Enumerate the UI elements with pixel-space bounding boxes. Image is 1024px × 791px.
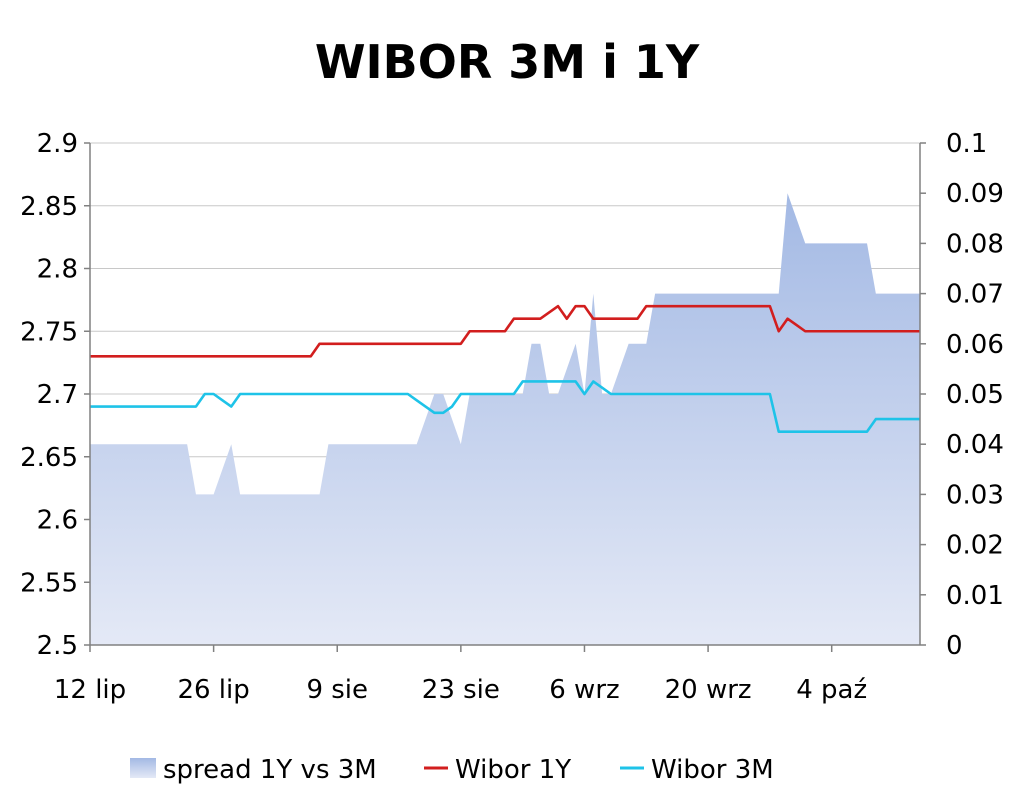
- left-tick-label: 2.55: [20, 568, 78, 598]
- right-tick-label: 0.08: [946, 229, 1004, 259]
- right-tick-label: 0.04: [946, 430, 1004, 460]
- x-tick-label: 23 sie: [422, 675, 500, 705]
- spread-area: [90, 193, 920, 645]
- right-tick-label: 0.05: [946, 380, 1004, 410]
- left-tick-label: 2.85: [20, 192, 78, 222]
- series-lines-layer: [90, 304, 920, 433]
- left-tick-label: 2.7: [37, 380, 78, 410]
- legend: spread 1Y vs 3M Wibor 1Y Wibor 3M: [130, 755, 774, 785]
- x-tick-label: 20 wrz: [665, 675, 752, 705]
- right-tick-label: 0.02: [946, 531, 1004, 561]
- x-tick-label: 4 paź: [796, 675, 867, 705]
- wibor-1y-line: [90, 304, 920, 358]
- chart-title: WIBOR 3M i 1Y: [315, 35, 700, 89]
- x-axis-ticks: 12 lip 26 lip 9 sie 23 sie 6 wrz 20 wrz 4 paź: [54, 645, 867, 705]
- right-tick-label: 0.01: [946, 581, 1004, 611]
- left-tick-label: 2.9: [37, 129, 78, 159]
- spread-area-layer: [90, 193, 920, 645]
- legend-label-spread: spread 1Y vs 3M: [163, 755, 377, 785]
- legend-label-wibor-3m: Wibor 3M: [651, 755, 774, 785]
- legend-swatch-spread: [130, 758, 156, 778]
- right-tick-label: 0.07: [946, 280, 1004, 310]
- x-tick-label: 6 wrz: [549, 675, 619, 705]
- right-tick-label: 0.03: [946, 480, 1004, 510]
- left-axis-ticks: 2.5 2.55 2.6 2.65 2.7 2.75 2.8 2.85 2.9: [20, 129, 90, 661]
- left-tick-label: 2.8: [37, 255, 78, 285]
- x-tick-label: 9 sie: [306, 675, 368, 705]
- left-tick-label: 2.75: [20, 317, 78, 347]
- left-tick-label: 2.65: [20, 443, 78, 473]
- right-tick-label: 0.1: [946, 129, 987, 159]
- left-tick-label: 2.6: [37, 506, 78, 536]
- wibor-3m-line: [90, 380, 920, 433]
- right-axis-ticks: 0 0.01 0.02 0.03 0.04 0.05 0.06 0.07 0.08 0.09 0.1: [920, 129, 1004, 661]
- x-tick-label: 26 lip: [177, 675, 249, 705]
- left-tick-label: 2.5: [37, 631, 78, 661]
- legend-label-wibor-1y: Wibor 1Y: [455, 755, 571, 785]
- right-tick-label: 0.09: [946, 179, 1004, 209]
- x-tick-label: 12 lip: [54, 675, 126, 705]
- right-tick-label: 0.06: [946, 330, 1004, 360]
- right-tick-label: 0: [946, 631, 963, 661]
